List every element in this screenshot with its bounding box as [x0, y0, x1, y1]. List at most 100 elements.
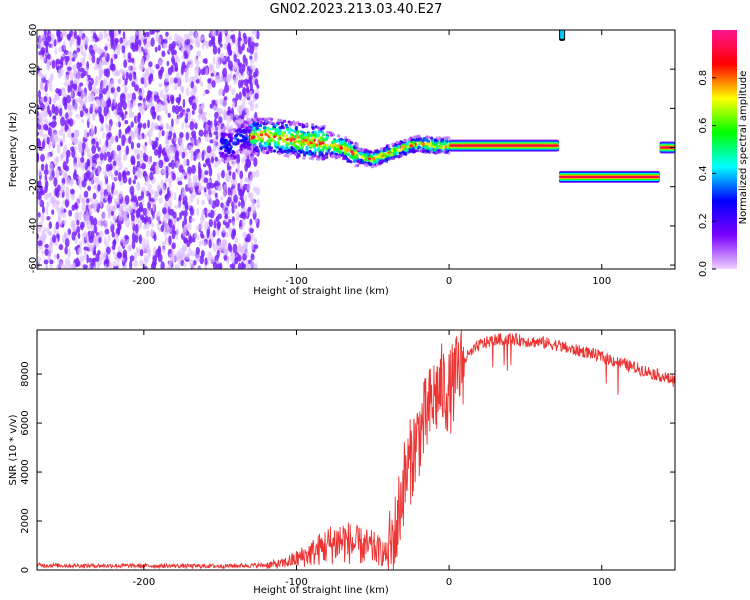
- noise-mark: [210, 72, 214, 77]
- noise-mark: [217, 47, 221, 55]
- noise-mark: [51, 104, 56, 114]
- noise-mark: [37, 131, 40, 137]
- noise-mark: [205, 124, 209, 131]
- signal-mark: [431, 141, 435, 145]
- noise-mark: [174, 49, 177, 56]
- noise-mark: [174, 54, 179, 61]
- signal-mark: [251, 139, 255, 143]
- signal-mark: [224, 154, 228, 158]
- noise-mark: [77, 90, 82, 97]
- noise-mark: [77, 157, 81, 162]
- noise-mark: [168, 130, 173, 138]
- signal-mark: [269, 133, 273, 137]
- noise-mark: [254, 78, 259, 86]
- signal-mark: [390, 148, 394, 153]
- noise-mark: [122, 251, 126, 259]
- signal-mark: [305, 145, 309, 149]
- noise-mark: [151, 259, 157, 267]
- noise-mark: [134, 126, 139, 135]
- signal-mark: [369, 150, 373, 154]
- noise-mark: [88, 81, 93, 92]
- noise-mark: [90, 244, 95, 252]
- noise-mark: [42, 109, 48, 119]
- noise-mark: [208, 167, 213, 177]
- y-tick-label: -60: [28, 257, 39, 273]
- noise-mark: [128, 135, 132, 145]
- noise-mark: [219, 43, 223, 48]
- signal-mark: [227, 135, 231, 139]
- noise-mark: [193, 74, 199, 80]
- noise-mark: [167, 199, 173, 209]
- noise-mark: [150, 216, 154, 222]
- noise-mark: [186, 38, 191, 46]
- noise-mark: [181, 121, 185, 130]
- noise-mark: [147, 155, 152, 165]
- noise-mark: [131, 191, 135, 202]
- noise-mark: [186, 45, 192, 55]
- noise-mark: [161, 130, 165, 137]
- noise-mark: [177, 255, 182, 265]
- noise-mark: [177, 264, 181, 269]
- noise-mark: [115, 175, 119, 181]
- noise-mark: [164, 212, 170, 218]
- noise-mark: [165, 31, 169, 37]
- noise-mark: [55, 168, 60, 179]
- signal-mark: [277, 118, 281, 122]
- signal-mark: [244, 137, 248, 141]
- signal-mark: [398, 151, 402, 155]
- noise-mark: [175, 150, 180, 159]
- noise-mark: [211, 80, 216, 88]
- signal-mark: [422, 137, 426, 141]
- signal-mark: [259, 120, 263, 125]
- signal-mark: [317, 126, 321, 130]
- spectrogram-content: [37, 30, 675, 269]
- noise-mark: [74, 212, 80, 221]
- noise-mark: [231, 33, 236, 44]
- noise-mark: [37, 152, 40, 162]
- noise-mark: [204, 264, 208, 269]
- signal-mark: [369, 154, 373, 158]
- noise-mark: [158, 82, 163, 88]
- noise-mark: [148, 61, 153, 68]
- signal-mark: [443, 142, 448, 146]
- signal-mark: [353, 148, 357, 152]
- noise-mark: [214, 198, 220, 208]
- signal-mark: [223, 138, 227, 143]
- noise-mark: [212, 261, 217, 269]
- noise-mark: [69, 118, 74, 127]
- noise-mark: [202, 91, 206, 97]
- y-tick-label: 0: [28, 144, 39, 150]
- noise-mark: [197, 266, 201, 269]
- noise-mark: [98, 139, 102, 145]
- signal-mark: [395, 151, 399, 155]
- noise-mark: [107, 156, 112, 163]
- noise-mark: [119, 93, 124, 104]
- noise-mark: [249, 45, 255, 55]
- noise-mark: [147, 248, 151, 259]
- signal-mark: [295, 146, 300, 151]
- noise-mark: [172, 224, 176, 232]
- signal-mark: [306, 132, 310, 136]
- snr-line: [37, 330, 675, 570]
- noise-mark: [253, 157, 258, 167]
- signal-mark: [330, 145, 334, 149]
- noise-mark: [180, 38, 185, 47]
- noise-mark: [98, 236, 102, 244]
- signal-mark: [269, 121, 273, 125]
- signal-mark: [236, 123, 240, 127]
- signal-mark: [415, 138, 419, 142]
- noise-mark: [177, 200, 182, 209]
- signal-mark: [378, 161, 382, 165]
- noise-mark: [37, 249, 40, 254]
- noise-mark: [99, 189, 103, 196]
- noise-mark: [172, 105, 176, 113]
- signal-mark: [377, 154, 381, 158]
- noise-mark: [168, 177, 173, 184]
- noise-mark: [254, 92, 259, 100]
- noise-mark: [89, 197, 94, 203]
- noise-mark: [230, 30, 235, 33]
- noise-mark: [91, 138, 96, 145]
- signal-mark: [293, 129, 297, 133]
- noise-mark: [160, 261, 165, 269]
- signal-mark: [326, 130, 330, 134]
